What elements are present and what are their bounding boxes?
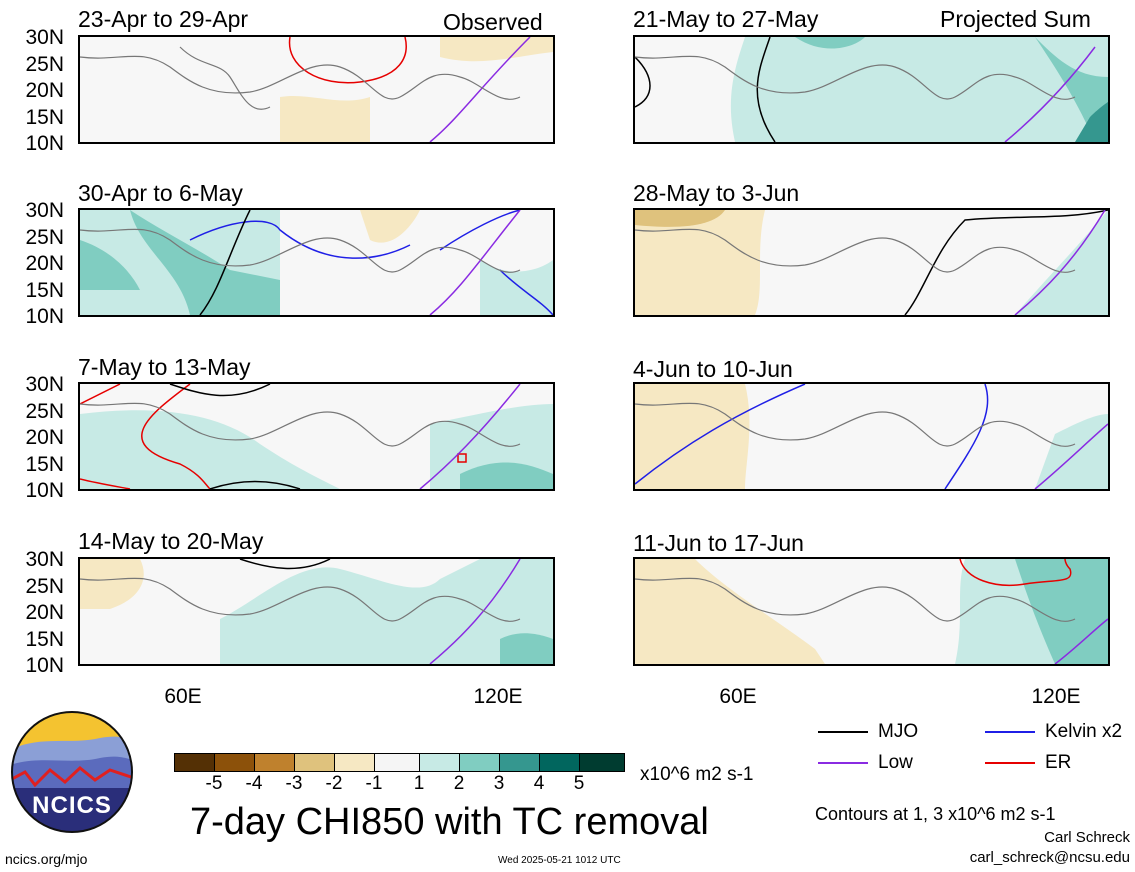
lat-label: 10N bbox=[25, 654, 64, 677]
author-name: Carl Schreck bbox=[1044, 829, 1130, 846]
colorbar-swatch bbox=[499, 753, 540, 772]
ncics-logo: NCICS bbox=[10, 710, 134, 834]
panel-title: 11-Jun to 17-Jun bbox=[633, 530, 804, 556]
site-link[interactable]: ncics.org/mjo bbox=[5, 851, 88, 867]
lat-label: 20N bbox=[25, 601, 64, 624]
lon-label: 60E bbox=[164, 685, 202, 708]
kelvin-line-swatch bbox=[985, 731, 1035, 733]
lat-label: 30N bbox=[25, 199, 64, 222]
lat-label: 30N bbox=[25, 548, 64, 571]
map-panel bbox=[78, 208, 555, 317]
er-line-swatch bbox=[985, 762, 1035, 764]
map-panel bbox=[78, 382, 555, 491]
lat-label: 20N bbox=[25, 252, 64, 275]
lat-label: 25N bbox=[25, 575, 64, 598]
map-svg bbox=[80, 210, 553, 315]
colorbar-tick: -4 bbox=[245, 773, 263, 794]
map-panel bbox=[78, 35, 555, 144]
map-panel bbox=[633, 208, 1110, 317]
colorbar-tick: -1 bbox=[365, 773, 383, 794]
colorbar-swatch bbox=[579, 753, 625, 772]
colorbar-tick: -2 bbox=[325, 773, 343, 794]
logo-text: NCICS bbox=[32, 792, 112, 819]
legend-low-label: Low bbox=[878, 752, 913, 773]
lon-label: 120E bbox=[1031, 685, 1081, 708]
map-svg bbox=[80, 559, 553, 664]
colorbar-swatch bbox=[334, 753, 375, 772]
panel-tag-projected: Projected Sum bbox=[940, 6, 1091, 32]
panel-title: 4-Jun to 10-Jun bbox=[633, 356, 793, 382]
panel-title: 28-May to 3-Jun bbox=[633, 180, 800, 206]
colorbar-tick: 3 bbox=[493, 773, 505, 794]
map-panel bbox=[78, 557, 555, 666]
lat-label: 15N bbox=[25, 279, 64, 302]
colorbar-tick: -3 bbox=[285, 773, 303, 794]
mjo-line-swatch bbox=[818, 731, 868, 733]
colorbar-tick: 5 bbox=[573, 773, 585, 794]
colorbar-swatch bbox=[374, 753, 420, 772]
lat-label: 10N bbox=[25, 479, 64, 502]
legend-mjo-label: MJO bbox=[878, 721, 919, 742]
map-panel bbox=[633, 557, 1110, 666]
colorbar-swatch bbox=[174, 753, 215, 772]
lat-label: 30N bbox=[25, 26, 64, 49]
colorbar-swatch bbox=[254, 753, 295, 772]
colorbar-tick: 4 bbox=[533, 773, 545, 794]
map-svg bbox=[80, 37, 553, 142]
lat-label: 15N bbox=[25, 106, 64, 129]
colorbar-tick: 2 bbox=[453, 773, 465, 794]
lat-label: 20N bbox=[25, 79, 64, 102]
lat-label: 15N bbox=[25, 453, 64, 476]
lat-label: 25N bbox=[25, 226, 64, 249]
panel-tag-observed: Observed bbox=[443, 9, 543, 35]
lat-label: 20N bbox=[25, 426, 64, 449]
map-svg bbox=[635, 384, 1108, 489]
map-svg bbox=[80, 384, 553, 489]
lon-label: 120E bbox=[473, 685, 523, 708]
map-svg bbox=[635, 37, 1108, 142]
colorbar-tick: -5 bbox=[205, 773, 223, 794]
lon-label: 60E bbox=[719, 685, 757, 708]
main-title: 7-day CHI850 with TC removal bbox=[190, 801, 709, 843]
map-panel bbox=[633, 382, 1110, 491]
panel-title: 7-May to 13-May bbox=[78, 354, 251, 380]
lat-label: 25N bbox=[25, 53, 64, 76]
legend-kelvin-label: Kelvin x2 bbox=[1045, 721, 1123, 742]
map-svg bbox=[635, 559, 1108, 664]
contour-note: Contours at 1, 3 x10^6 m2 s-1 bbox=[815, 804, 1056, 824]
colorbar-swatch bbox=[419, 753, 460, 772]
panel-title: 30-Apr to 6-May bbox=[78, 180, 243, 206]
map-svg bbox=[635, 210, 1108, 315]
lat-label: 10N bbox=[25, 132, 64, 155]
low-line-swatch bbox=[818, 762, 868, 764]
colorbar-swatch bbox=[294, 753, 335, 772]
map-panel bbox=[633, 35, 1110, 144]
legend-er-label: ER bbox=[1045, 752, 1072, 773]
lat-label: 10N bbox=[25, 305, 64, 328]
panel-title: 14-May to 20-May bbox=[78, 528, 264, 554]
colorbar-tick: 1 bbox=[413, 773, 425, 794]
colorbar-swatch bbox=[214, 753, 255, 772]
logo-icon bbox=[11, 711, 133, 833]
lat-label: 15N bbox=[25, 628, 64, 651]
lat-label: 25N bbox=[25, 400, 64, 423]
colorbar-swatch bbox=[459, 753, 500, 772]
timestamp: Wed 2025-05-21 1012 UTC bbox=[498, 855, 621, 866]
panel-title: 21-May to 27-May bbox=[633, 6, 819, 32]
colorbar-swatch bbox=[539, 753, 580, 772]
colorbar-units: x10^6 m2 s-1 bbox=[640, 764, 754, 785]
author-email[interactable]: carl_schreck@ncsu.edu bbox=[969, 849, 1130, 866]
panel-title: 23-Apr to 29-Apr bbox=[78, 6, 249, 32]
lat-label: 30N bbox=[25, 373, 64, 396]
